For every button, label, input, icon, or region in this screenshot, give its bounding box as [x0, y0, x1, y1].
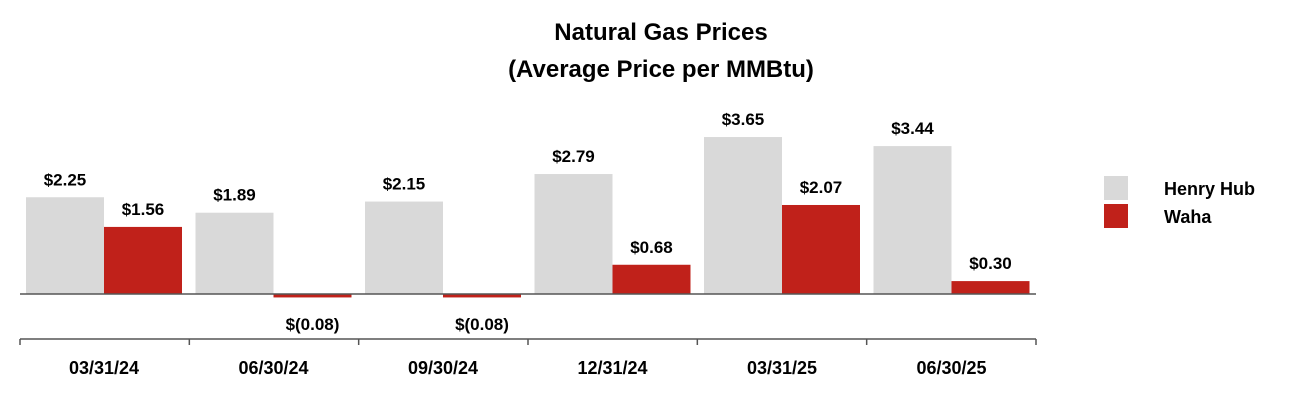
- legend-label-waha: Waha: [1164, 207, 1212, 227]
- x-tick-label-3: 12/31/24: [577, 358, 647, 378]
- bar-henry-hub-2: [365, 201, 443, 294]
- data-label-waha-4: $2.07: [800, 178, 843, 197]
- legend: Henry Hub Waha: [1104, 176, 1255, 228]
- legend-swatch-henry-hub: [1104, 176, 1128, 200]
- bar-waha-4: [782, 204, 860, 294]
- bar-henry-hub-1: [195, 212, 274, 294]
- bar-henry-hub-3: [534, 174, 613, 294]
- data-label-waha-0: $1.56: [122, 200, 165, 219]
- data-label-henry-hub-5: $3.44: [891, 119, 934, 138]
- data-label-henry-hub-4: $3.65: [722, 110, 765, 129]
- bar-waha-2: [443, 294, 521, 298]
- x-tick-label-4: 03/31/25: [747, 358, 817, 378]
- chart-subtitle: (Average Price per MMBtu): [508, 56, 814, 83]
- bar-henry-hub-4: [704, 137, 782, 294]
- plot-area: $2.25 $1.56 03/31/24 $1.89 $(0.08) 06/30/24 $2…: [19, 110, 1037, 378]
- bar-henry-hub-0: [26, 197, 104, 294]
- x-tick-label-0: 03/31/24: [69, 358, 139, 378]
- bar-waha-1: [273, 294, 352, 298]
- chart-title: Natural Gas Prices: [554, 19, 767, 46]
- x-tick-label-1: 06/30/24: [238, 358, 308, 378]
- data-label-waha-2: $(0.08): [455, 315, 509, 334]
- data-label-waha-5: $0.30: [969, 254, 1012, 273]
- data-label-henry-hub-2: $2.15: [383, 175, 426, 194]
- legend-label-henry-hub: Henry Hub: [1164, 179, 1255, 199]
- x-tick-label-2: 09/30/24: [408, 358, 478, 378]
- bar-waha-0: [104, 226, 182, 294]
- data-label-waha-3: $0.68: [630, 238, 673, 257]
- bar-waha-3: [612, 264, 691, 294]
- data-label-waha-1: $(0.08): [286, 315, 340, 334]
- bar-henry-hub-5: [873, 146, 952, 294]
- bar-waha-5: [951, 281, 1030, 294]
- x-tick-label-5: 06/30/25: [916, 358, 986, 378]
- data-label-henry-hub-1: $1.89: [213, 186, 256, 205]
- legend-swatch-waha: [1104, 204, 1128, 228]
- data-label-henry-hub-3: $2.79: [552, 147, 595, 166]
- data-label-henry-hub-0: $2.25: [44, 170, 87, 189]
